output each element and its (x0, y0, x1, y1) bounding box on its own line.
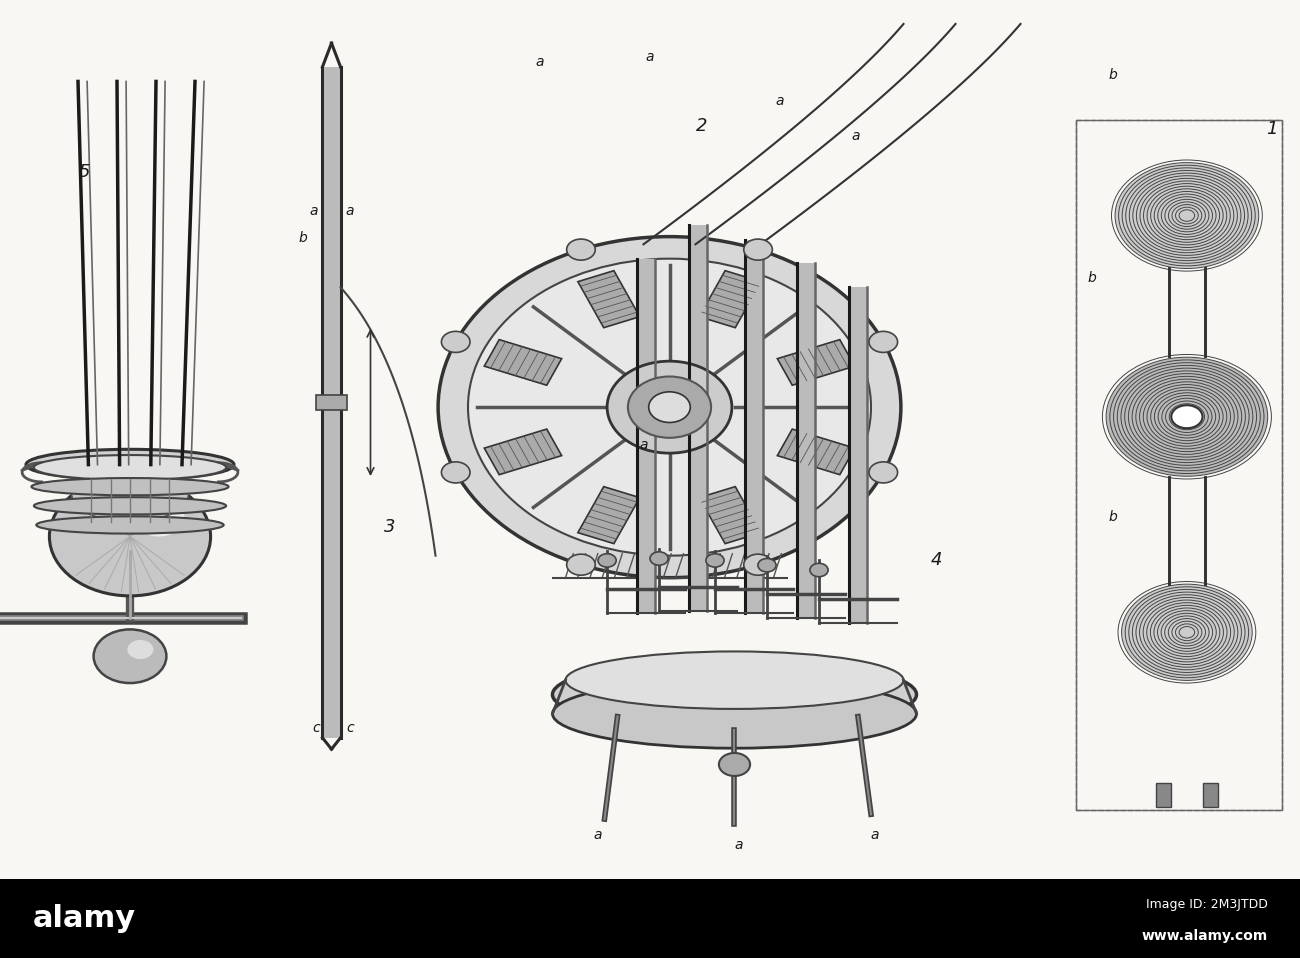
Circle shape (94, 629, 166, 683)
Bar (1076, 120, 1282, 810)
Circle shape (868, 331, 897, 353)
Text: 5: 5 (79, 164, 90, 181)
Polygon shape (699, 487, 760, 543)
Bar (689, 225, 707, 611)
Circle shape (49, 477, 211, 596)
Circle shape (598, 554, 616, 567)
Circle shape (719, 753, 750, 776)
Circle shape (567, 554, 595, 575)
Ellipse shape (72, 465, 188, 522)
Polygon shape (578, 487, 640, 543)
Bar (316, 395, 347, 410)
Circle shape (1122, 584, 1252, 680)
Circle shape (650, 552, 668, 565)
Bar (797, 263, 815, 618)
Circle shape (607, 361, 732, 453)
Bar (849, 287, 867, 623)
Text: a: a (309, 204, 317, 217)
Text: a: a (640, 439, 647, 452)
Text: 4: 4 (931, 552, 941, 569)
Polygon shape (485, 429, 562, 474)
Circle shape (810, 563, 828, 577)
Bar (637, 259, 655, 613)
Ellipse shape (34, 455, 226, 480)
Bar (745, 240, 763, 613)
Circle shape (438, 237, 901, 578)
Text: a: a (776, 94, 784, 107)
Circle shape (868, 462, 897, 483)
Ellipse shape (552, 659, 916, 731)
Text: a: a (646, 51, 654, 64)
Text: a: a (346, 204, 354, 217)
Text: alamy: alamy (32, 904, 135, 933)
Circle shape (628, 376, 711, 438)
Ellipse shape (26, 449, 234, 480)
Circle shape (649, 392, 690, 422)
Ellipse shape (31, 478, 229, 495)
Text: a: a (734, 838, 742, 852)
Polygon shape (777, 429, 854, 474)
Bar (0, 879, 1300, 958)
Circle shape (744, 554, 772, 575)
Text: 2: 2 (697, 118, 707, 135)
Text: c: c (346, 721, 354, 735)
Text: Image ID: 2M3JTDD: Image ID: 2M3JTDD (1145, 898, 1268, 911)
Polygon shape (578, 271, 640, 328)
Text: 3: 3 (385, 518, 395, 536)
Polygon shape (34, 468, 226, 469)
Text: a: a (536, 56, 543, 69)
Text: b: b (1109, 68, 1117, 81)
Polygon shape (485, 340, 562, 385)
Text: b: b (1088, 271, 1096, 285)
Bar (1202, 783, 1218, 807)
Text: c: c (312, 721, 320, 735)
Text: a: a (594, 829, 602, 842)
Text: a: a (871, 829, 879, 842)
Text: a: a (852, 129, 859, 143)
Circle shape (744, 240, 772, 261)
Polygon shape (777, 340, 854, 385)
Polygon shape (699, 271, 760, 328)
Circle shape (468, 259, 871, 556)
Bar (1156, 783, 1171, 807)
Ellipse shape (34, 497, 226, 514)
Circle shape (442, 462, 471, 483)
Circle shape (1171, 405, 1202, 428)
Text: www.alamy.com: www.alamy.com (1141, 929, 1268, 943)
Text: 1: 1 (1266, 121, 1277, 138)
Circle shape (127, 640, 153, 659)
Circle shape (567, 240, 595, 261)
Circle shape (1115, 163, 1258, 268)
Ellipse shape (552, 679, 916, 748)
Ellipse shape (36, 516, 224, 534)
Circle shape (133, 498, 185, 536)
Text: b: b (1109, 511, 1117, 524)
Bar (322, 67, 341, 738)
Text: b: b (299, 231, 307, 244)
Ellipse shape (566, 651, 904, 709)
Circle shape (442, 331, 471, 353)
Circle shape (758, 559, 776, 572)
Circle shape (1106, 357, 1268, 476)
Circle shape (706, 554, 724, 567)
